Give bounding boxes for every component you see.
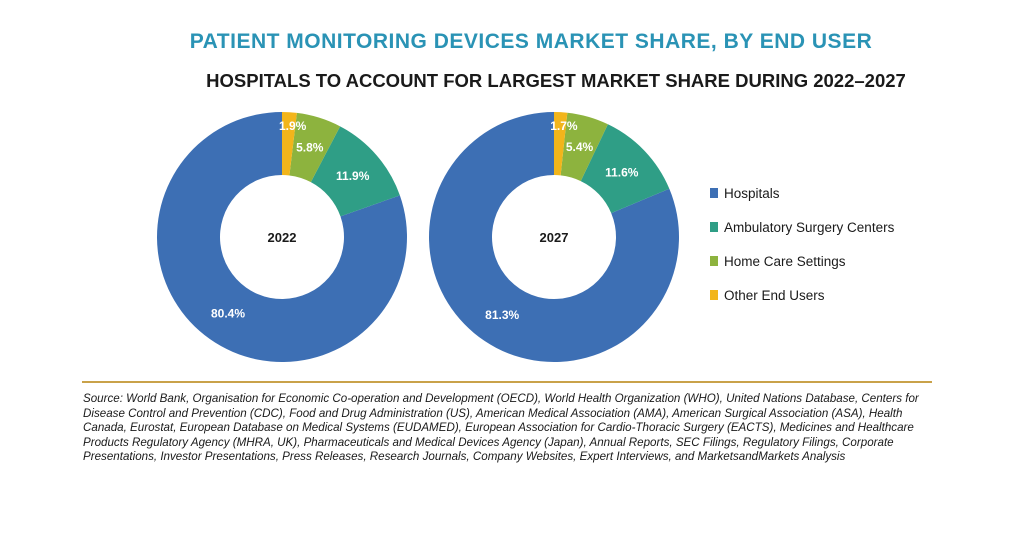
legend-label-hospitals: Hospitals: [724, 185, 780, 201]
slice-2027-other: [554, 112, 568, 176]
legend-item-other: Other End Users: [710, 278, 894, 312]
slice-label-2022-home-care: 5.8%: [296, 141, 324, 155]
legend-swatch-hospitals: [710, 188, 718, 198]
slice-label-2027-home-care: 5.4%: [566, 140, 594, 154]
slice-2022-home-care: [289, 112, 341, 183]
legend-item-hospitals: Hospitals: [710, 176, 894, 210]
slice-2022-other: [282, 112, 297, 176]
slice-label-2022-other: 1.9%: [279, 119, 307, 133]
legend-label-home-care: Home Care Settings: [724, 253, 846, 269]
chart-subtitle: HOSPITALS TO ACCOUNT FOR LARGEST MARKET …: [206, 70, 906, 91]
legend-label-other: Other End Users: [724, 287, 825, 303]
slice-2022-hospitals: [157, 112, 407, 362]
legend: Hospitals Ambulatory Surgery Centers Hom…: [710, 176, 894, 312]
slice-2027-ambulatory: [580, 124, 670, 214]
slice-2022-ambulatory: [310, 126, 400, 217]
chart-title: PATIENT MONITORING DEVICES MARKET SHARE,…: [189, 30, 873, 53]
slice-2027-home-care: [560, 112, 608, 182]
donut-center-label-2027: 2027: [540, 230, 569, 245]
legend-item-home-care: Home Care Settings: [710, 244, 894, 278]
slice-label-2027-hospitals: 81.3%: [485, 308, 519, 322]
legend-swatch-other: [710, 290, 718, 300]
slice-label-2022-ambulatory: 11.9%: [336, 169, 370, 183]
divider: [82, 381, 932, 383]
legend-swatch-ambulatory: [710, 222, 718, 232]
donut-center-label-2022: 2022: [268, 230, 297, 245]
donut-charts: 80.4% 11.9% 5.8% 1.9% 2022 81.3% 11.6% 5.4% 1.7%…: [157, 112, 679, 362]
slice-2027-hospitals: [429, 112, 679, 362]
legend-item-ambulatory: Ambulatory Surgery Centers: [710, 210, 894, 244]
slice-label-2027-ambulatory: 11.6%: [605, 166, 639, 180]
slice-label-2027-other: 1.7%: [550, 119, 578, 133]
legend-label-ambulatory: Ambulatory Surgery Centers: [724, 219, 895, 235]
slice-label-2022-hospitals: 80.4%: [211, 306, 245, 320]
source-note: Source: World Bank, Organisation for Eco…: [83, 392, 919, 464]
legend-swatch-home-care: [710, 256, 718, 266]
